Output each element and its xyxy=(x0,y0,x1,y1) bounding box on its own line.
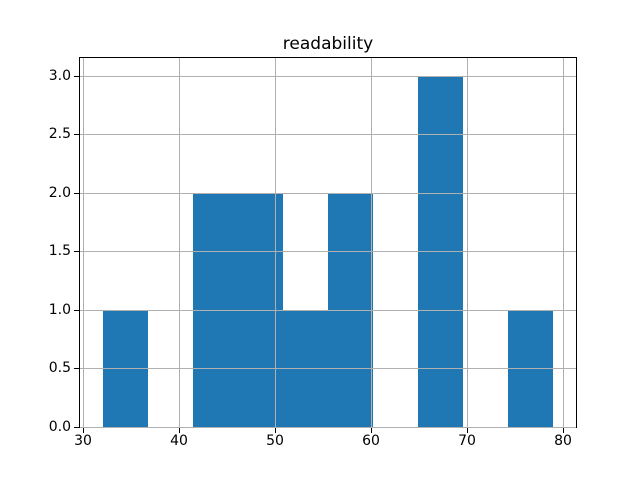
x-gridline xyxy=(179,58,180,427)
y-tick-mark xyxy=(74,134,79,135)
x-tick-label: 80 xyxy=(554,433,572,449)
x-gridline xyxy=(275,58,276,427)
y-tick-mark xyxy=(74,193,79,194)
y-tick-label: 0.5 xyxy=(48,360,71,376)
x-gridline xyxy=(467,58,468,427)
x-tick-mark xyxy=(467,428,468,433)
y-tick-label: 1.5 xyxy=(48,243,71,259)
x-tick-mark xyxy=(371,428,372,433)
y-gridline xyxy=(80,368,576,369)
x-gridline xyxy=(371,58,372,427)
y-gridline xyxy=(80,310,576,311)
y-gridline xyxy=(80,76,576,77)
x-tick-label: 50 xyxy=(266,433,284,449)
x-gridline xyxy=(83,58,84,427)
y-gridline xyxy=(80,134,576,135)
y-tick-mark xyxy=(74,310,79,311)
x-gridline xyxy=(563,58,564,427)
y-tick-mark xyxy=(74,368,79,369)
y-gridline xyxy=(80,251,576,252)
x-tick-label: 40 xyxy=(170,433,188,449)
grid-layer xyxy=(80,58,576,428)
x-tick-label: 70 xyxy=(458,433,476,449)
y-tick-label: 2.5 xyxy=(48,126,71,142)
y-tick-label: 2.0 xyxy=(48,185,71,201)
x-tick-mark xyxy=(179,428,180,433)
y-tick-label: 1.0 xyxy=(48,302,71,318)
x-tick-mark xyxy=(563,428,564,433)
x-tick-label: 60 xyxy=(362,433,380,449)
x-tick-label: 30 xyxy=(74,433,92,449)
y-tick-mark xyxy=(74,427,79,428)
x-tick-mark xyxy=(83,428,84,433)
plot-area xyxy=(79,57,577,428)
y-gridline xyxy=(80,427,576,428)
y-gridline xyxy=(80,193,576,194)
y-tick-label: 0.0 xyxy=(48,419,71,435)
y-tick-mark xyxy=(74,76,79,77)
y-tick-label: 3.0 xyxy=(48,68,71,84)
y-tick-mark xyxy=(74,251,79,252)
x-tick-mark xyxy=(275,428,276,433)
chart-title: readability xyxy=(282,34,374,54)
